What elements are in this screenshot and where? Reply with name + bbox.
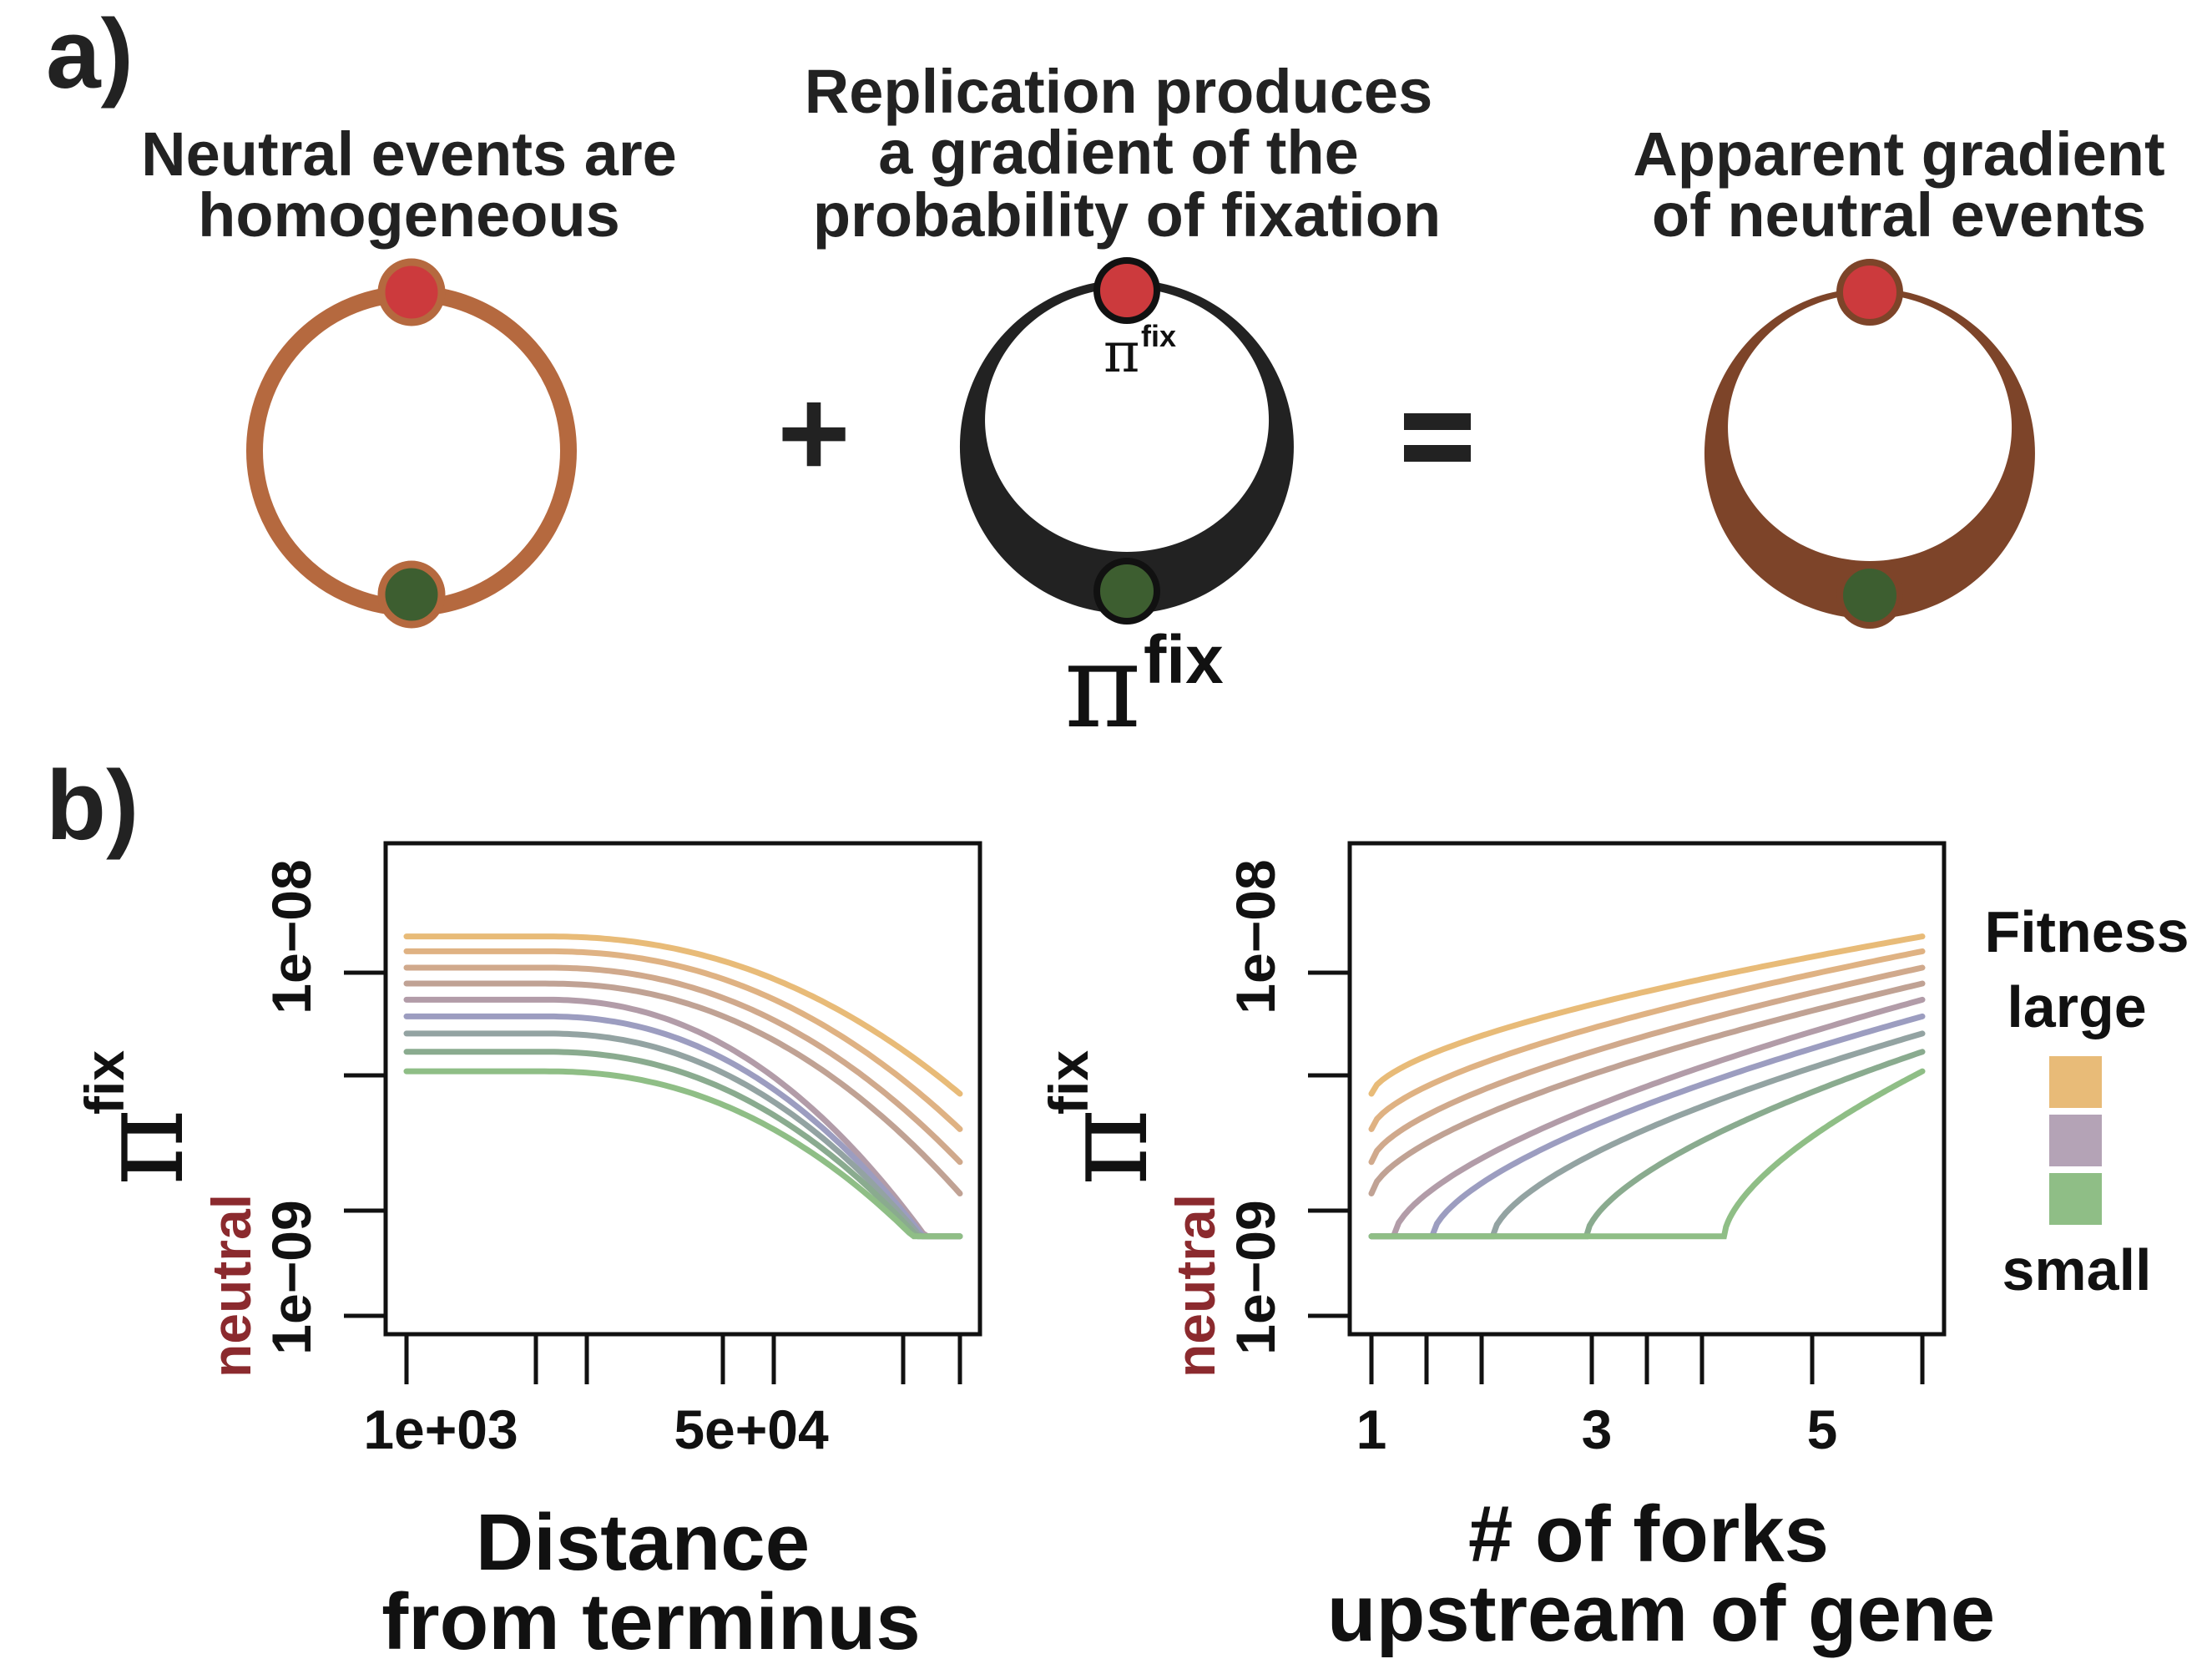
terminus-dot xyxy=(1836,562,1903,629)
x-axis-label-line1: # of forks xyxy=(1468,1489,1829,1579)
x-tick-label: 3 xyxy=(1582,1398,1613,1460)
y-tick-label-1e-08: 1e−08 xyxy=(1225,859,1286,1014)
y-axis-ticks xyxy=(344,970,386,1318)
series-line xyxy=(403,1049,963,1240)
terminus-dot xyxy=(1093,558,1160,625)
small-pi-symbol: π xyxy=(1103,321,1139,385)
left-title-line2: homogeneous xyxy=(198,180,620,250)
terminus-dot xyxy=(377,560,446,629)
y-axis-fix-superscript: fix xyxy=(73,1050,135,1115)
series-line xyxy=(1368,964,1926,1166)
y-tick-label-1e-09: 1e−09 xyxy=(260,1200,322,1354)
right-title: Apparent gradient of neutral events xyxy=(1633,119,2164,250)
series-line xyxy=(403,1068,963,1240)
middle-title-line2: a gradient of the xyxy=(878,118,1359,187)
series-line xyxy=(1368,1013,1926,1240)
plot-frame xyxy=(383,841,982,1337)
chart-left: 1e+03 5e+04 1e−08 1e−09 neutral π fix Di… xyxy=(73,841,982,1666)
homogeneous-chromosome xyxy=(246,258,577,629)
series-lines xyxy=(1368,933,1926,1240)
large-pi-symbol: π xyxy=(1064,619,1141,755)
left-title: Neutral events are homogeneous xyxy=(141,119,677,250)
x-tick-label: 1 xyxy=(1356,1398,1387,1460)
y-axis-pi-symbol: π xyxy=(74,1109,210,1186)
x-axis-ticks xyxy=(404,1334,962,1384)
equals-bar-bottom xyxy=(1404,445,1471,462)
small-fix-superscript: fix xyxy=(1141,319,1176,353)
series-line xyxy=(1368,1030,1926,1240)
series-line xyxy=(403,996,963,1240)
origin-dot xyxy=(1093,257,1160,324)
series-line xyxy=(1368,1049,1926,1240)
series-line xyxy=(1368,1068,1926,1240)
fixation-gradient-chromosome: π fix π fix xyxy=(959,257,1294,755)
chart-right: 1 3 5 1e−08 1e−09 neutral π fix # of for… xyxy=(1038,841,1995,1658)
apparent-gradient-chromosome xyxy=(1704,259,2035,629)
legend-swatch-small xyxy=(2049,1173,2102,1225)
gradient-ring xyxy=(959,280,1294,614)
y-axis-ticks xyxy=(1308,970,1350,1318)
y-axis-pi-symbol: π xyxy=(1038,1109,1174,1186)
fitness-legend: Fitness large small xyxy=(1984,899,2189,1302)
legend-bottom-label: small xyxy=(2002,1237,2152,1302)
x-axis-ticks xyxy=(1369,1334,1925,1384)
y-tick-label-neutral: neutral xyxy=(200,1194,262,1378)
large-fix-superscript: fix xyxy=(1144,622,1224,698)
equals-bar-top xyxy=(1404,413,1471,430)
y-axis-fix-superscript: fix xyxy=(1038,1050,1099,1115)
series-line xyxy=(1368,980,1926,1196)
series-line xyxy=(403,933,963,1097)
legend-swatch-large xyxy=(2049,1056,2102,1108)
legend-top-label: large xyxy=(2007,974,2146,1039)
x-axis-label-line2: from terminus xyxy=(381,1577,920,1666)
y-tick-label-neutral: neutral xyxy=(1164,1194,1226,1378)
plus-sign: + xyxy=(777,362,851,503)
equals-sign xyxy=(1404,413,1471,462)
origin-dot xyxy=(1836,259,1903,326)
series-line xyxy=(1368,996,1926,1240)
x-axis-label-line1: Distance xyxy=(476,1498,810,1587)
x-tick-label: 5e+04 xyxy=(674,1398,829,1460)
panel-b-label: b) xyxy=(46,751,139,861)
right-title-line1: Apparent gradient xyxy=(1633,119,2164,189)
series-line xyxy=(1368,948,1926,1132)
middle-title-line1: Replication produces xyxy=(805,57,1432,126)
middle-title-line3: probability of fixation xyxy=(813,180,1441,250)
origin-dot xyxy=(377,258,446,326)
legend-title: Fitness xyxy=(1984,899,2189,964)
middle-title: Replication produces a gradient of the p… xyxy=(805,57,1441,250)
y-tick-label-1e-09: 1e−09 xyxy=(1225,1200,1286,1354)
x-tick-label: 5 xyxy=(1807,1398,1838,1460)
x-tick-label: 1e+03 xyxy=(363,1398,518,1460)
right-title-line2: of neutral events xyxy=(1652,180,2146,250)
series-line xyxy=(403,1030,963,1240)
series-line xyxy=(403,964,963,1166)
x-axis-label-line2: upstream of gene xyxy=(1327,1569,1995,1658)
series-line xyxy=(1368,933,1926,1097)
series-line xyxy=(403,980,963,1196)
series-lines xyxy=(403,933,963,1240)
legend-swatch-medium xyxy=(2049,1115,2102,1166)
left-title-line1: Neutral events are xyxy=(141,119,677,189)
series-line xyxy=(403,948,963,1132)
panel-a-label: a) xyxy=(46,0,134,109)
series-line xyxy=(403,1013,963,1240)
y-tick-label-1e-08: 1e−08 xyxy=(260,859,322,1014)
